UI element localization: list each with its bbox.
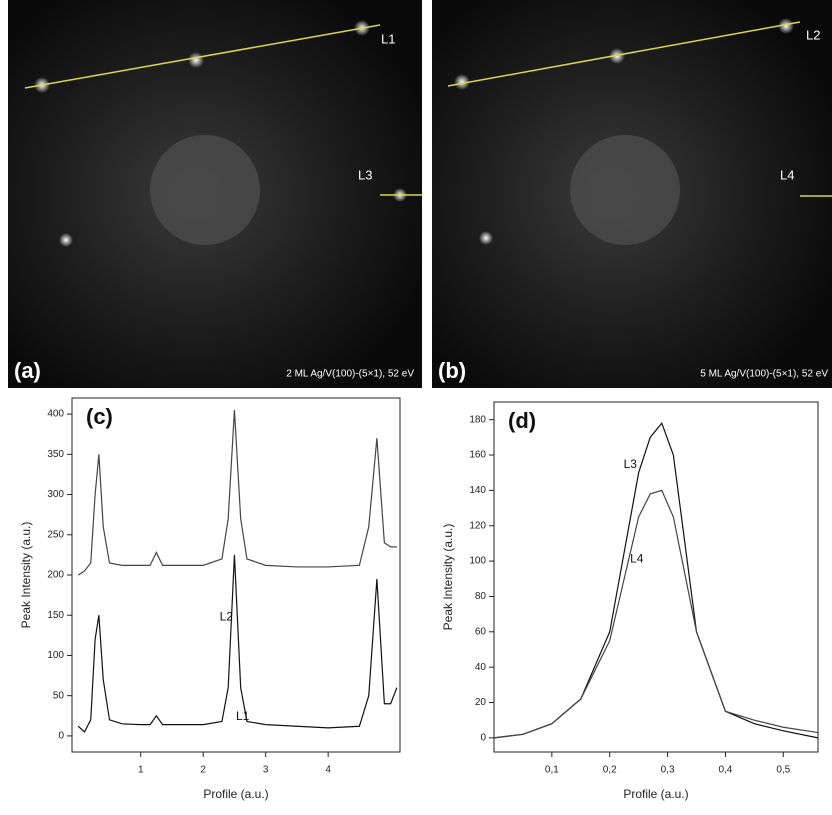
chart-title: (d): [508, 408, 536, 433]
y-tick-label: 350: [47, 449, 64, 460]
y-tick-label: 100: [47, 650, 64, 661]
series-label: L2: [220, 610, 234, 624]
series-label: L1: [236, 709, 250, 723]
series-label: L3: [624, 457, 638, 471]
y-tick-label: 120: [469, 520, 486, 531]
leed-image-a: (a) 2 ML Ag/V(100)-(5×1), 52 eV L1 L3: [8, 0, 422, 388]
series-line: [493, 422, 819, 739]
y-axis-label: Peak Intensity (a.u.): [441, 524, 455, 631]
y-tick-label: 150: [47, 610, 64, 621]
series-line: [77, 410, 397, 576]
y-tick-label: 80: [475, 591, 487, 602]
x-tick-label: 2: [200, 765, 206, 776]
line-label: L4: [780, 167, 794, 182]
leed-image-b: (b) 5 ML Ag/V(100)-(5×1), 52 eV L2 L4: [432, 0, 832, 388]
x-tick-label: 0,4: [718, 765, 732, 776]
x-tick-label: 0,1: [545, 765, 559, 776]
y-tick-label: 50: [53, 690, 65, 701]
x-axis-label: Profile (a.u.): [623, 787, 688, 801]
plot-frame: [71, 397, 401, 753]
y-tick-label: 20: [475, 697, 487, 708]
y-axis-label: Peak Intensity (a.u.): [19, 522, 33, 629]
line-label: L1: [381, 31, 395, 46]
y-tick-label: 180: [469, 414, 486, 425]
y-tick-label: 140: [469, 485, 486, 496]
y-tick-label: 300: [47, 489, 64, 500]
y-tick-label: 160: [469, 450, 486, 461]
y-tick-label: 0: [58, 731, 64, 742]
line-label: L2: [806, 27, 820, 42]
x-tick-label: 4: [325, 765, 331, 776]
caption: 2 ML Ag/V(100)-(5×1), 52 eV: [286, 369, 414, 380]
series-label: L4: [630, 552, 644, 566]
y-tick-label: 0: [480, 732, 486, 743]
y-tick-label: 40: [475, 662, 487, 673]
panel-label: (b): [438, 358, 466, 383]
plot-frame: [493, 401, 819, 753]
x-tick-label: 3: [263, 765, 269, 776]
x-axis-label: Profile (a.u.): [203, 787, 268, 801]
series-line: [493, 489, 819, 739]
x-tick-label: 1: [138, 765, 144, 776]
panel-label: (a): [14, 358, 41, 383]
y-tick-label: 250: [47, 529, 64, 540]
x-tick-label: 0,3: [661, 765, 675, 776]
y-tick-label: 200: [47, 570, 64, 581]
y-tick-label: 60: [475, 626, 487, 637]
caption: 5 ML Ag/V(100)-(5×1), 52 eV: [700, 369, 828, 380]
x-tick-label: 0,2: [603, 765, 617, 776]
x-tick-label: 0,5: [776, 765, 790, 776]
y-tick-label: 100: [469, 556, 486, 567]
series-line: [77, 554, 398, 733]
line-label: L3: [358, 167, 372, 182]
chart-title: (c): [86, 404, 113, 429]
y-tick-label: 400: [47, 409, 64, 420]
